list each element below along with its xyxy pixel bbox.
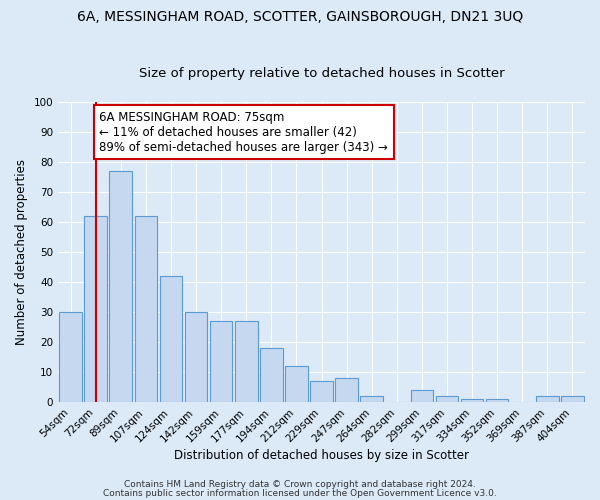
Bar xyxy=(85,216,107,402)
Text: 6A MESSINGHAM ROAD: 75sqm
← 11% of detached houses are smaller (42)
89% of semi-: 6A MESSINGHAM ROAD: 75sqm ← 11% of detac… xyxy=(100,110,388,154)
Bar xyxy=(109,170,132,402)
Bar xyxy=(59,312,82,402)
Text: Contains HM Land Registry data © Crown copyright and database right 2024.: Contains HM Land Registry data © Crown c… xyxy=(124,480,476,489)
Bar xyxy=(260,348,283,402)
Bar xyxy=(536,396,559,402)
Bar xyxy=(310,381,333,402)
Text: 6A, MESSINGHAM ROAD, SCOTTER, GAINSBOROUGH, DN21 3UQ: 6A, MESSINGHAM ROAD, SCOTTER, GAINSBOROU… xyxy=(77,10,523,24)
Bar xyxy=(410,390,433,402)
Bar xyxy=(486,399,508,402)
Bar xyxy=(210,321,232,402)
Bar xyxy=(361,396,383,402)
Bar xyxy=(185,312,208,402)
X-axis label: Distribution of detached houses by size in Scotter: Distribution of detached houses by size … xyxy=(174,450,469,462)
Bar xyxy=(436,396,458,402)
Bar xyxy=(235,321,257,402)
Bar xyxy=(461,399,484,402)
Y-axis label: Number of detached properties: Number of detached properties xyxy=(15,159,28,345)
Text: Contains public sector information licensed under the Open Government Licence v3: Contains public sector information licen… xyxy=(103,489,497,498)
Title: Size of property relative to detached houses in Scotter: Size of property relative to detached ho… xyxy=(139,66,505,80)
Bar xyxy=(285,366,308,402)
Bar xyxy=(561,396,584,402)
Bar xyxy=(134,216,157,402)
Bar xyxy=(160,276,182,402)
Bar xyxy=(335,378,358,402)
